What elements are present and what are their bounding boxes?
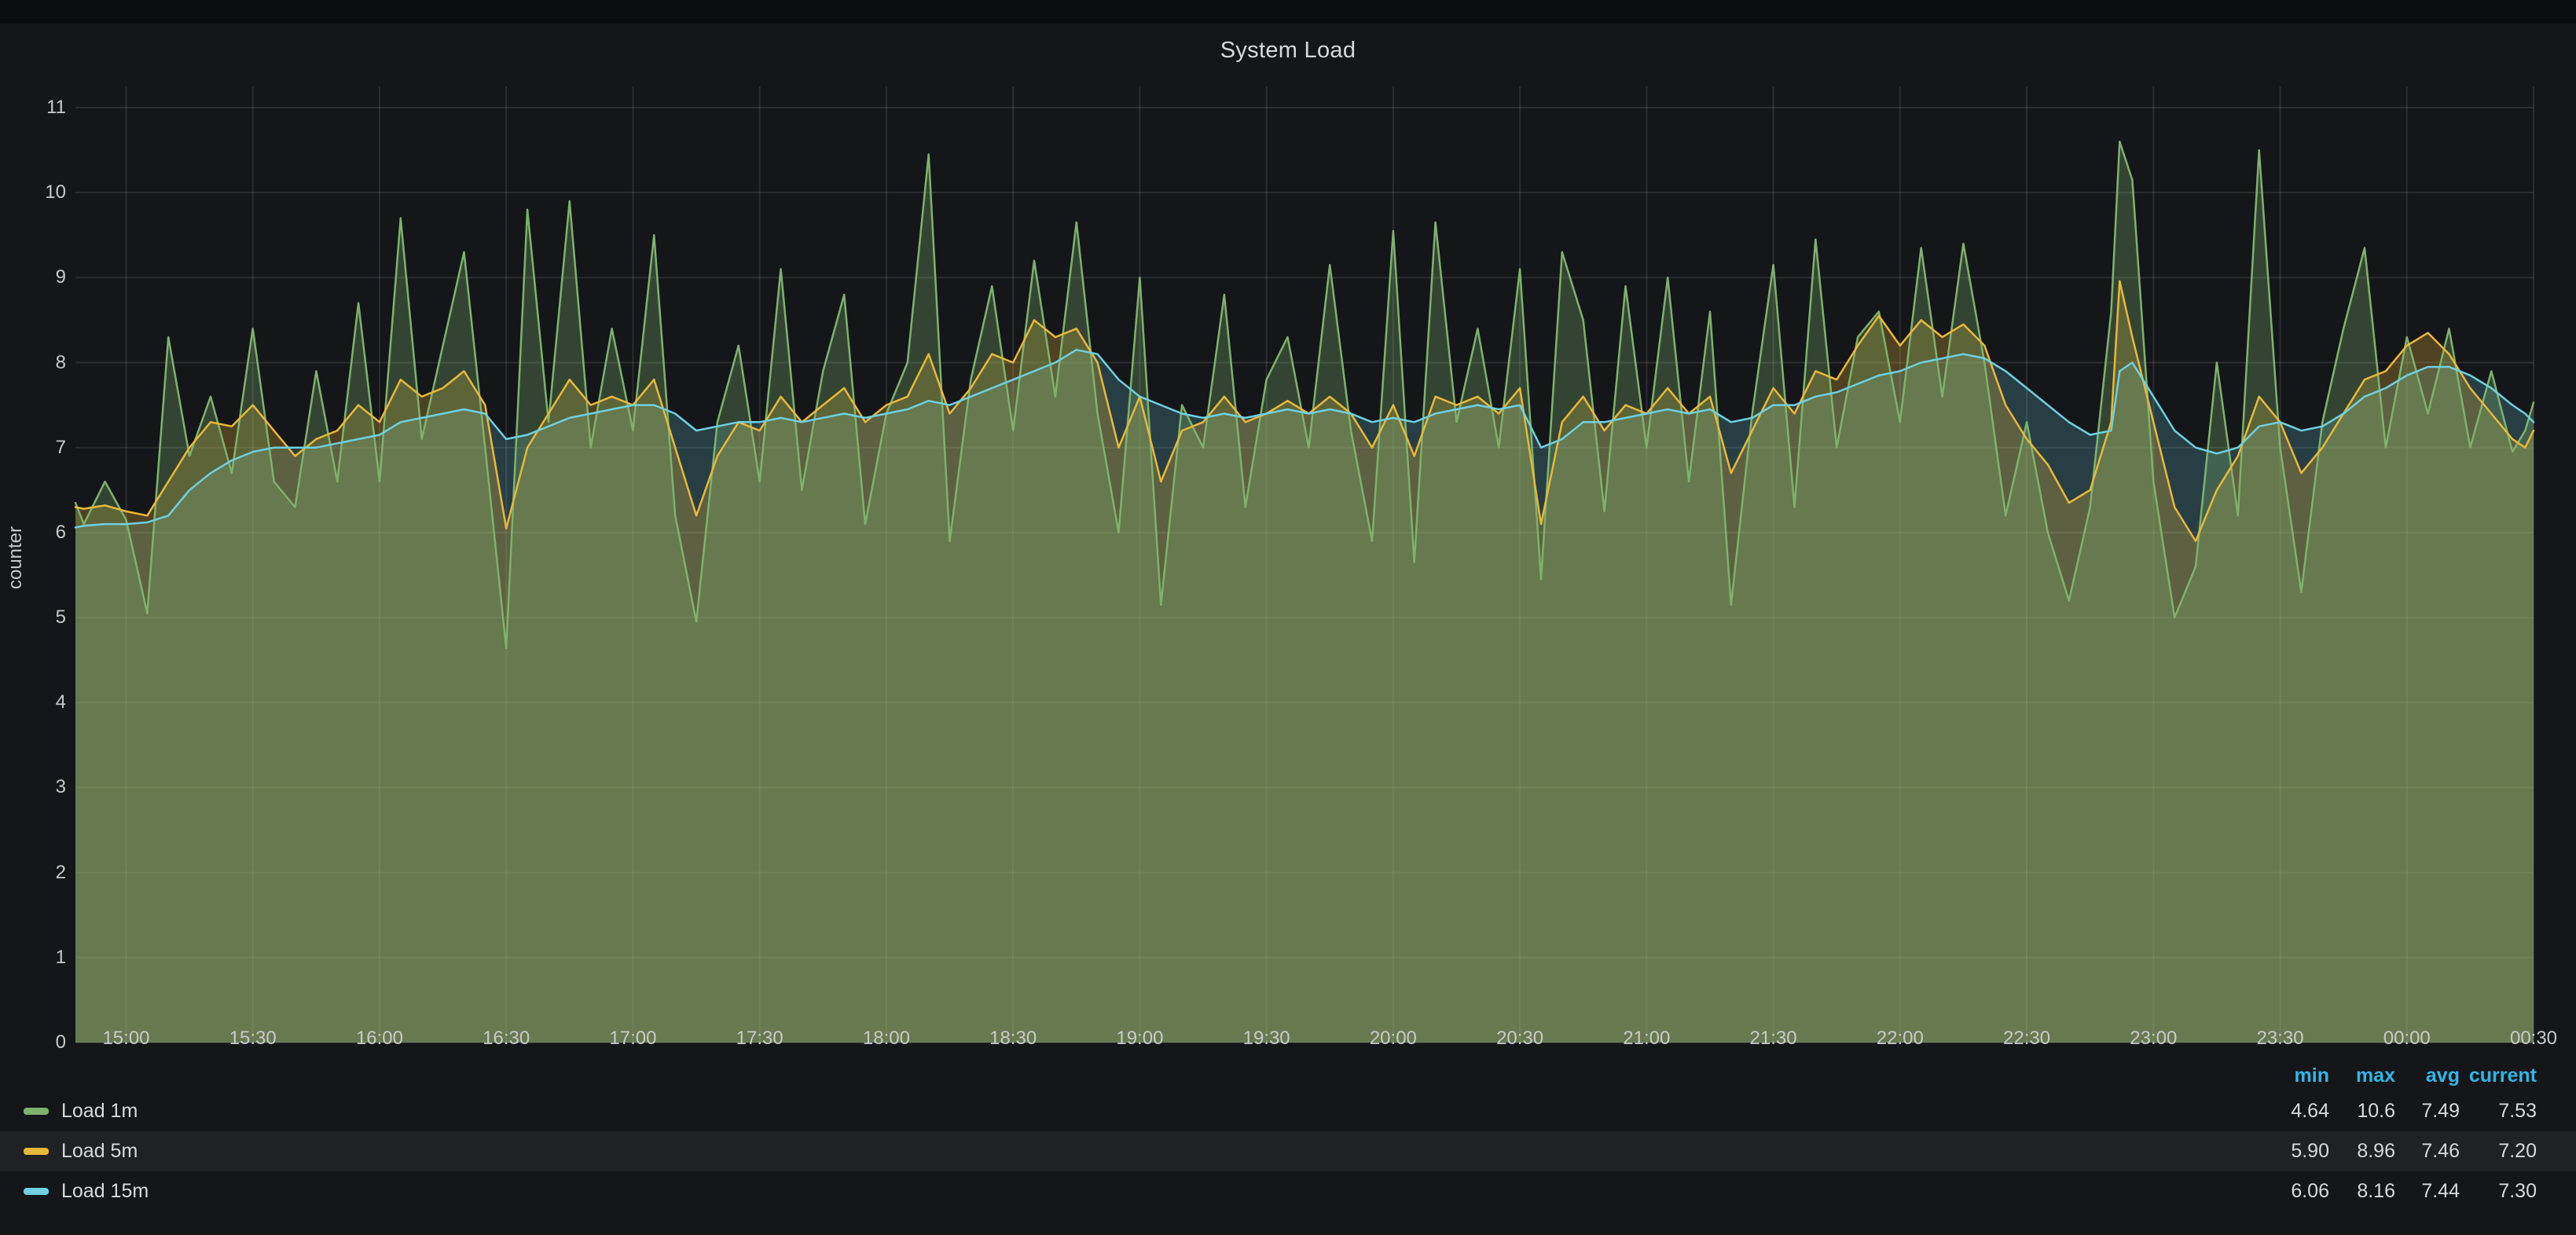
- y-tick-label-11: 11: [8, 96, 66, 119]
- graph-panel: System Load 01234567891011 15:0015:3016:…: [0, 24, 2576, 1211]
- x-tick-label-16:00: 16:00: [325, 1026, 435, 1051]
- x-tick-label-21:30: 21:30: [1719, 1026, 1829, 1051]
- legend-sort-max[interactable]: max: [2329, 1065, 2395, 1087]
- legend-row-load-5m[interactable]: Load 5m 5.908.967.467.20: [0, 1131, 2576, 1171]
- stat-current-load-5m: 7.20: [2460, 1140, 2537, 1163]
- x-tick-label-18:30: 18:30: [958, 1026, 1068, 1051]
- y-axis-label: counter: [0, 456, 31, 660]
- legend-header-row: minmaxavgcurrent: [0, 1060, 2576, 1091]
- x-tick-label-22:30: 22:30: [1972, 1026, 2082, 1051]
- x-tick-label-18:00: 18:00: [831, 1026, 941, 1051]
- series-color-icon-load-5m[interactable]: [24, 1148, 49, 1155]
- stat-max-load-1m: 10.6: [2329, 1100, 2395, 1123]
- y-tick-label-2: 2: [8, 861, 66, 885]
- stat-min-load-1m: 4.64: [2259, 1100, 2329, 1123]
- x-tick-label-00:30: 00:30: [2479, 1026, 2576, 1051]
- y-tick-label-8: 8: [8, 351, 66, 375]
- y-tick-label-0: 0: [8, 1031, 66, 1054]
- y-tick-label-3: 3: [8, 775, 66, 799]
- legend-header-cells: minmaxavgcurrent: [2259, 1065, 2537, 1087]
- x-tick-label-23:30: 23:30: [2226, 1026, 2336, 1051]
- legend-sort-min[interactable]: min: [2259, 1065, 2329, 1087]
- x-tick-label-19:00: 19:00: [1084, 1026, 1194, 1051]
- stat-current-load-1m: 7.53: [2460, 1100, 2537, 1123]
- legend-row-load-15m[interactable]: Load 15m 6.068.167.447.30: [0, 1171, 2576, 1211]
- x-tick-label-16:30: 16:30: [451, 1026, 561, 1051]
- legend: minmaxavgcurrent Load 1m 4.6410.67.497.53…: [0, 1060, 2576, 1211]
- stat-avg-load-5m: 7.46: [2395, 1140, 2460, 1163]
- x-tick-label-17:00: 17:00: [578, 1026, 688, 1051]
- legend-sort-current[interactable]: current: [2460, 1065, 2537, 1087]
- stat-max-load-5m: 8.96: [2329, 1140, 2395, 1163]
- load-graph-plot-area[interactable]: [0, 24, 2576, 1235]
- y-tick-label-1: 1: [8, 946, 66, 969]
- y-tick-label-10: 10: [8, 181, 66, 204]
- x-tick-label-21:00: 21:00: [1591, 1026, 1701, 1051]
- x-tick-label-00:00: 00:00: [2352, 1026, 2462, 1051]
- y-tick-label-9: 9: [8, 266, 66, 289]
- legend-rows: Load 1m4.6410.67.497.53Load 5m5.908.967.…: [0, 1091, 2576, 1211]
- stat-avg-load-15m: 7.44: [2395, 1180, 2460, 1203]
- stat-min-load-5m: 5.90: [2259, 1140, 2329, 1163]
- series-color-icon-load-1m[interactable]: [24, 1108, 49, 1115]
- stat-min-load-15m: 6.06: [2259, 1180, 2329, 1203]
- x-tick-label-15:30: 15:30: [198, 1026, 308, 1051]
- x-tick-label-20:30: 20:30: [1465, 1026, 1575, 1051]
- legend-row-load-1m[interactable]: Load 1m 4.6410.67.497.53: [0, 1091, 2576, 1131]
- series-name-load-1m[interactable]: Load 1m: [61, 1100, 138, 1123]
- legend-sort-avg[interactable]: avg: [2395, 1065, 2460, 1087]
- stat-current-load-15m: 7.30: [2460, 1180, 2537, 1203]
- x-tick-label-17:30: 17:30: [705, 1026, 815, 1051]
- x-tick-label-20:00: 20:00: [1338, 1026, 1448, 1051]
- series-color-icon-load-15m[interactable]: [24, 1188, 49, 1195]
- series-name-load-15m[interactable]: Load 15m: [61, 1180, 149, 1203]
- x-tick-label-23:00: 23:00: [2098, 1026, 2208, 1051]
- x-tick-label-22:00: 22:00: [1845, 1026, 1955, 1051]
- x-tick-label-19:30: 19:30: [1212, 1026, 1322, 1051]
- y-tick-label-4: 4: [8, 691, 66, 714]
- stat-max-load-15m: 8.16: [2329, 1180, 2395, 1203]
- series-name-load-5m[interactable]: Load 5m: [61, 1140, 138, 1163]
- series-area-load-1m: [75, 141, 2534, 1043]
- stat-avg-load-1m: 7.49: [2395, 1100, 2460, 1123]
- x-tick-label-15:00: 15:00: [71, 1026, 181, 1051]
- top-bar: [0, 0, 2576, 24]
